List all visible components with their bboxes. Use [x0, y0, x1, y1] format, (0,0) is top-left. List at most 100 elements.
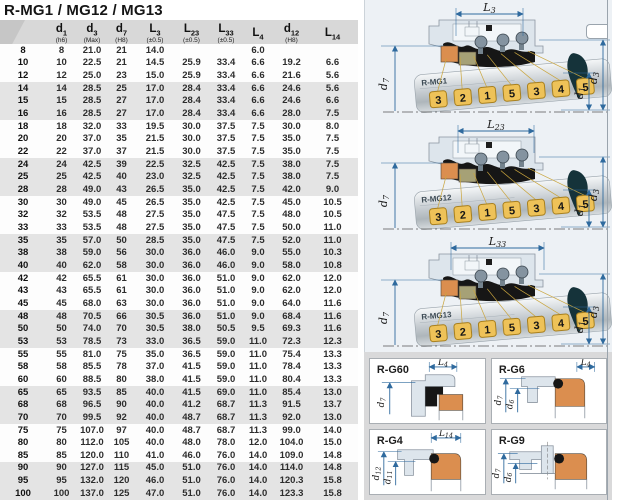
seal-ring-shape — [425, 386, 444, 407]
part-balloons: 3 2 1 5 3 4 5 — [428, 50, 595, 109]
table-cell: 37 — [116, 146, 127, 158]
table-cell: 55 — [17, 348, 29, 360]
balloon-leader — [459, 57, 463, 90]
table-row: 70 70 99.5 92 40.0 48.7 68.7 11.3 92.0 13.0 — [0, 411, 358, 424]
table-cell: 47.0 — [145, 487, 165, 499]
table-cell: 46.0 — [145, 475, 165, 487]
table-cell: 21.6 — [282, 70, 301, 82]
table-cell: 14.0 — [145, 44, 165, 56]
table-cell: 38.0 — [282, 171, 301, 183]
spring-stem — [519, 276, 524, 284]
balloon-leader — [514, 52, 561, 81]
balloon-leader — [486, 288, 512, 320]
shaft: R-MG13 3 2 1 5 3 4 5 — [414, 284, 612, 347]
table-cell: 13.3 — [323, 348, 342, 360]
table-cell: 72.3 — [282, 335, 301, 347]
seat-ring — [440, 279, 459, 297]
table-cell: 19.2 — [282, 57, 301, 69]
table-cell: 30.0 — [145, 297, 165, 309]
table-row: 65 65 93.5 85 40.0 41.5 69.0 11.0 85.4 13.0 — [0, 385, 358, 399]
dim-label: d6 — [505, 400, 515, 410]
table-cell: 80 — [116, 373, 127, 385]
table-cell: 48 — [116, 209, 127, 221]
table-cell: 32 — [17, 209, 29, 221]
table-row: 12 12 25.0 23 15.0 25.9 33.4 6.6 21.6 5.6 — [0, 69, 358, 82]
table-cell: 35.0 — [145, 348, 165, 360]
collar-block — [464, 26, 480, 37]
table-cell: 30.5 — [145, 323, 165, 335]
table-cell: 64.0 — [282, 297, 301, 309]
table-cell: 52.0 — [282, 234, 301, 246]
table-cell: 68.0 — [82, 297, 102, 309]
table-row: 22 22 37.0 37 21.5 30.0 37.5 7.5 35.0 7.5 — [0, 145, 358, 158]
model-label: R-MG13 — [421, 310, 452, 322]
part-number: 4 — [557, 201, 565, 214]
table-row: 28 28 49.0 43 26.5 35.0 42.5 7.5 42.0 9.0 — [0, 183, 358, 196]
table-cell: 47.5 — [216, 209, 236, 221]
table-row: 85 85 120.0 110 41.0 46.0 76.0 14.0 109.0 14.8 — [0, 449, 358, 462]
table-cell: 12 — [17, 70, 29, 82]
table-cell: 112.0 — [80, 437, 104, 449]
table-cell: 45 — [17, 297, 29, 309]
table-cell: 50 — [17, 323, 29, 335]
table-cell: 42.5 — [82, 158, 102, 170]
table-cell: 35 — [17, 234, 29, 246]
table-cell: 55.0 — [282, 247, 301, 259]
part-number: 5 — [582, 316, 589, 328]
part-number: 5 — [508, 205, 515, 217]
table-row: 25 25 42.5 40 23.0 32.5 42.5 7.5 38.0 7.5 — [0, 170, 358, 184]
table-cell: 51.0 — [216, 272, 236, 284]
table-cell: 27.5 — [145, 222, 165, 234]
housing-shape — [520, 376, 556, 403]
table-cell: 36.0 — [182, 285, 201, 297]
table-cell: 24 — [17, 158, 29, 170]
table-cell: 57.0 — [82, 234, 102, 246]
table-cell: 61 — [116, 272, 127, 284]
table-cell: 33 — [56, 222, 67, 234]
seal-diagram: R-MG1 3 2 1 5 3 4 5 L3 d7 d1 d3 — [365, 0, 613, 117]
table-cell: 6.6 — [251, 70, 265, 82]
table-cell: 58 — [56, 361, 67, 373]
part-number: 1 — [484, 324, 491, 336]
table-cell: 95 — [56, 475, 67, 487]
table-cell: 76.0 — [216, 462, 236, 474]
part-balloon — [526, 198, 546, 217]
dim-label: d3 — [587, 72, 601, 84]
table-cell: 61 — [116, 285, 127, 297]
table-cell: 35.0 — [182, 209, 201, 221]
part-number: 4 — [557, 84, 565, 97]
part-number: 2 — [459, 326, 466, 338]
table-cell: 60 — [56, 373, 67, 385]
table-cell: 53 — [56, 335, 67, 347]
table-cell: 59.0 — [216, 361, 236, 373]
table-cell: 53 — [17, 335, 29, 347]
table-cell: 70 — [116, 323, 127, 335]
table-cell: 81.0 — [82, 348, 102, 360]
housing-shape — [397, 449, 434, 476]
table-cell: 23.0 — [145, 171, 165, 183]
balloon-leader — [473, 172, 487, 205]
seal-face-ring — [458, 285, 477, 300]
table-cell: 14.0 — [248, 449, 268, 461]
table-cell: 15.8 — [323, 487, 342, 499]
part-number: 5 — [582, 82, 589, 94]
part-number: 3 — [533, 203, 540, 215]
table-cell: 14.5 — [145, 57, 165, 69]
table-cell: 33 — [116, 120, 127, 132]
table-cell: 10 — [17, 57, 29, 69]
table-cell: 48 — [116, 222, 127, 234]
spring-stem — [500, 44, 505, 52]
table-cell: 11.3 — [249, 399, 267, 411]
table-cell: 28.5 — [82, 95, 102, 107]
spring-stem — [519, 159, 524, 167]
table-cell: 30.0 — [145, 259, 165, 271]
table-cell: 7.5 — [251, 120, 265, 132]
table-cell: 41.5 — [182, 361, 201, 373]
table-cell: 30 — [56, 196, 67, 208]
table-cell: 45 — [56, 297, 67, 309]
table-row: 55 55 81.0 75 35.0 36.5 59.0 11.0 75.4 13.3 — [0, 347, 358, 361]
table-cell: 33.4 — [216, 108, 236, 120]
table-cell: 68.4 — [282, 310, 301, 322]
table-cell: 51.0 — [182, 487, 201, 499]
table-cell: 7.5 — [251, 209, 265, 221]
